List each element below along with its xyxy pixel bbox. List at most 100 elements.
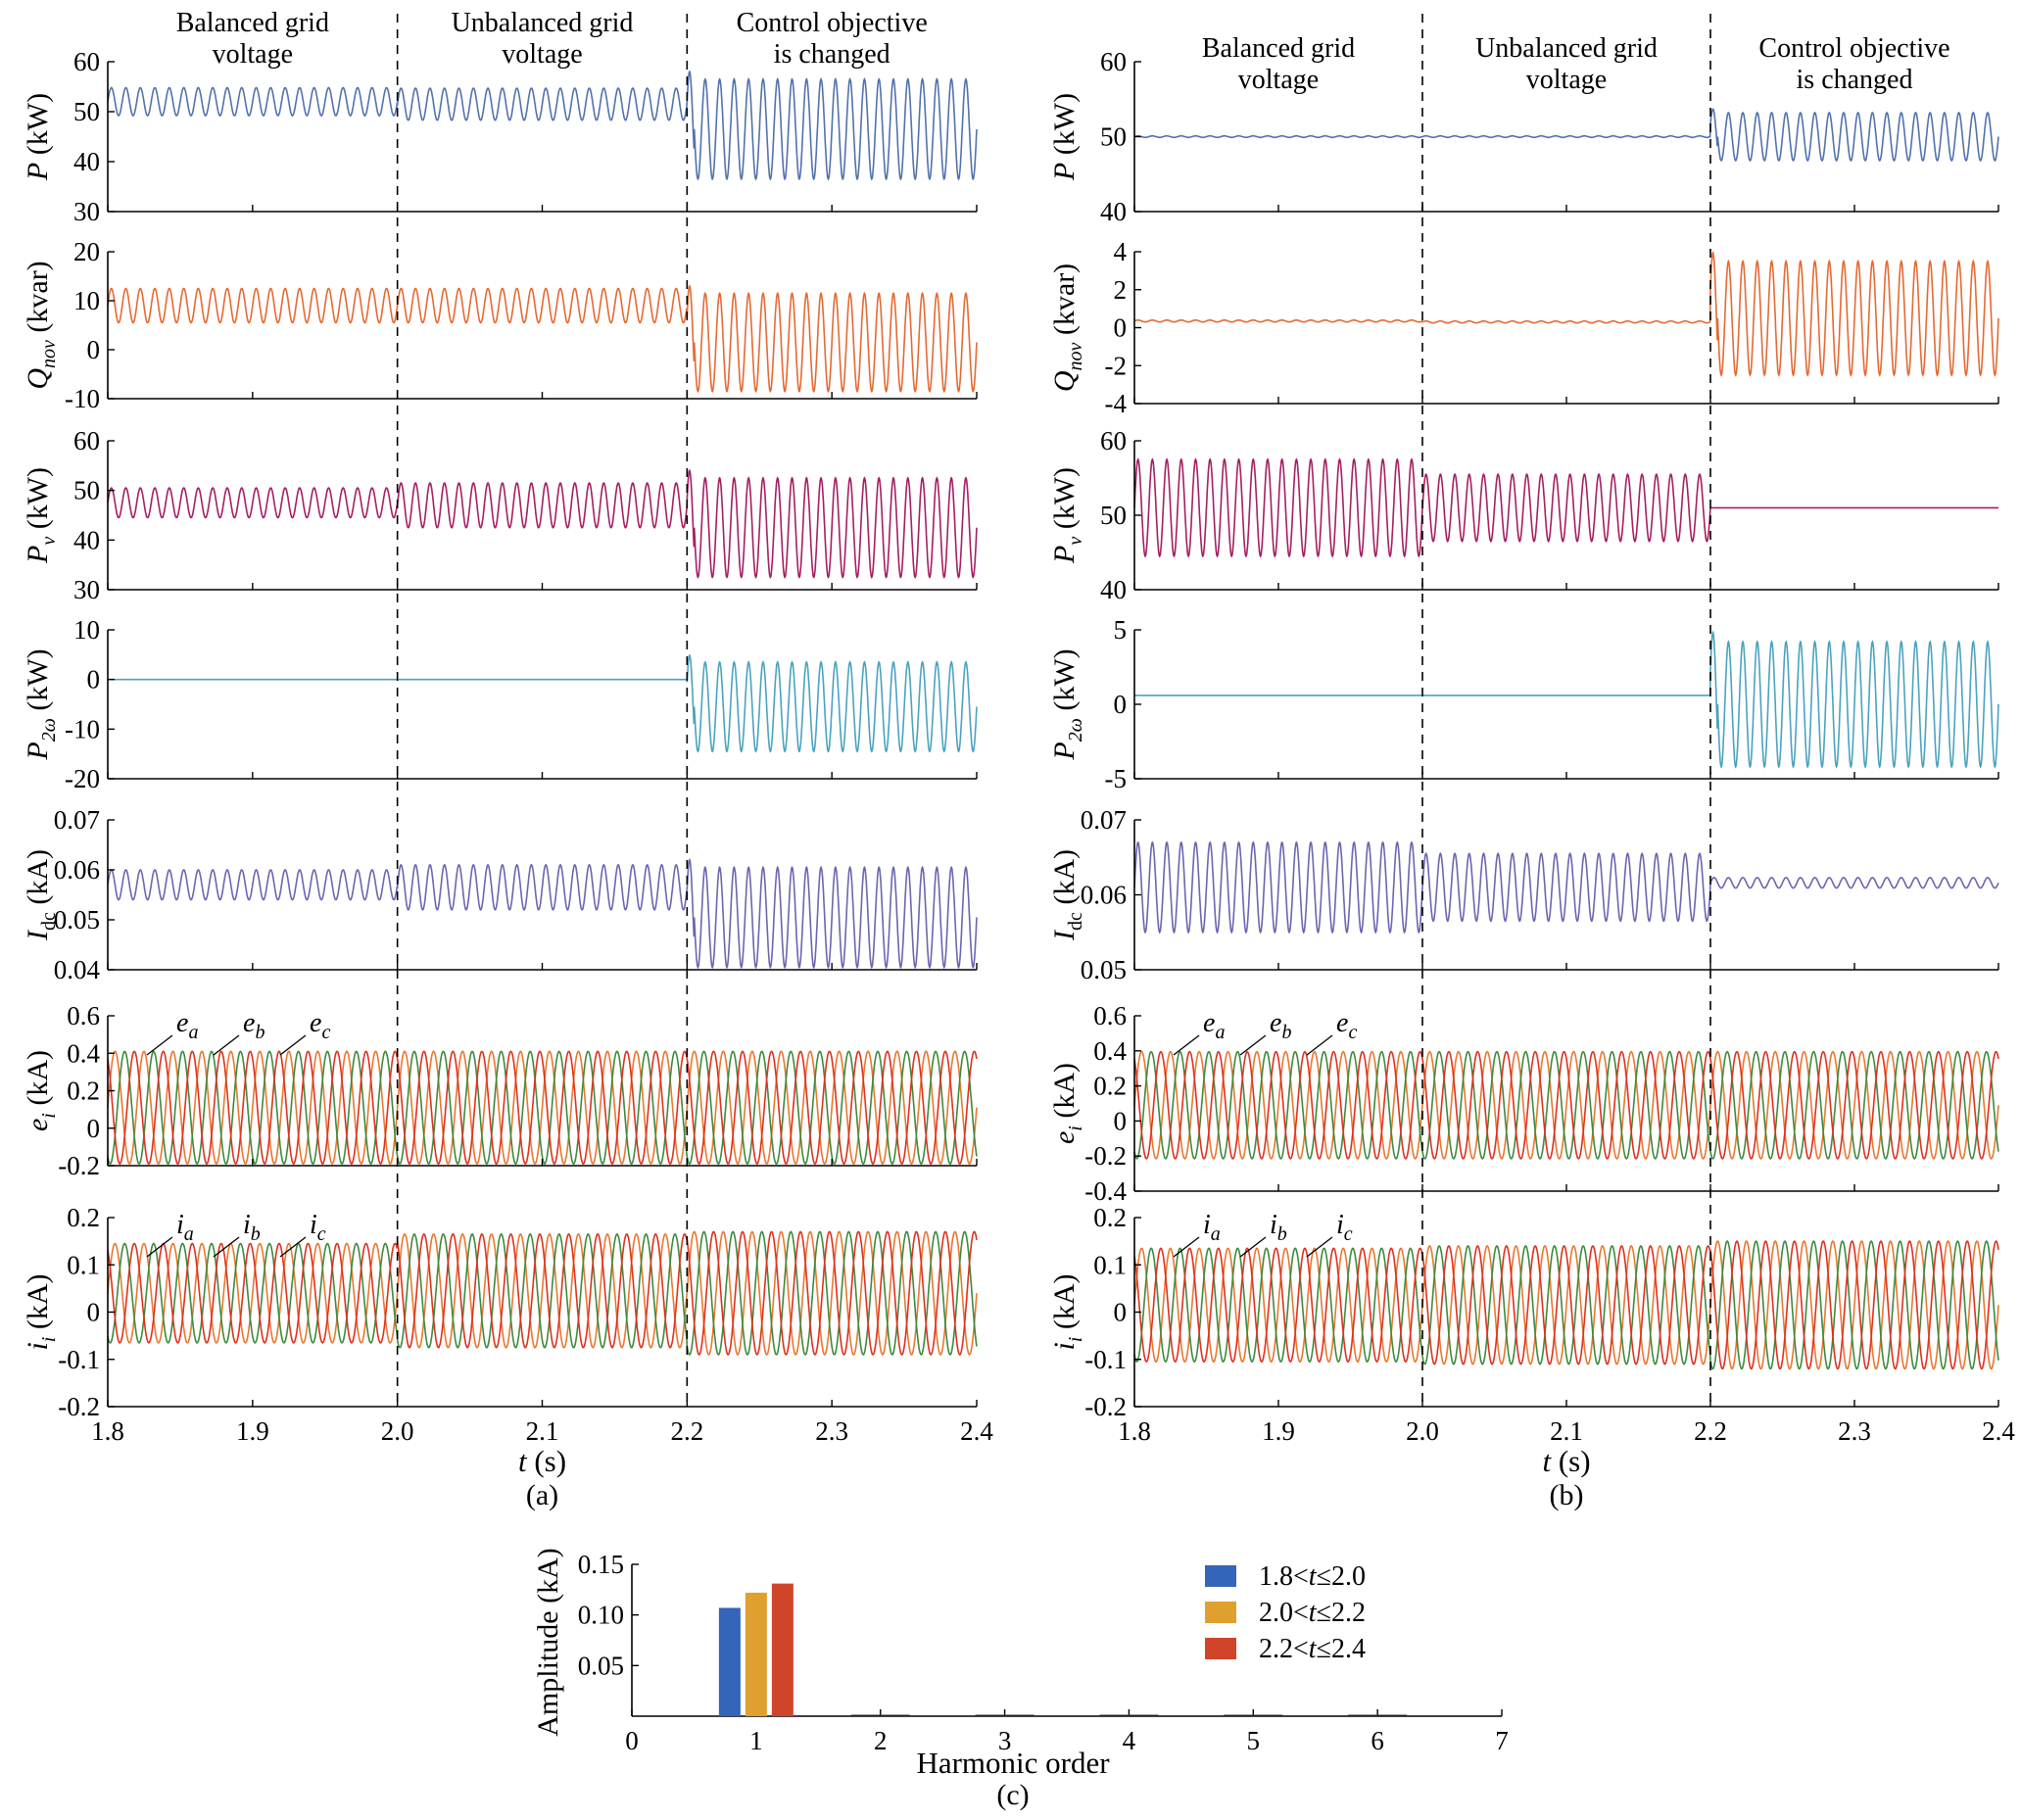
region-annotation: Control objective (737, 8, 928, 38)
y-tick-label: 10 (73, 286, 100, 315)
y-tick-label: 0 (1114, 690, 1128, 719)
y-tick-label: 40 (1100, 197, 1127, 226)
y-tick-label: -4 (1105, 389, 1128, 418)
text-span: t (1542, 1444, 1552, 1478)
x-tick-label: 7 (1495, 1726, 1509, 1755)
series-e-c (1133, 1050, 1999, 1160)
subplot-Qnov: -4 -2 0 2 4 Qnov (kvar) (1048, 237, 1999, 418)
y-axis-label: ii (kA) (1048, 1273, 1086, 1350)
region-annotation: voltage (502, 39, 582, 70)
text-span: v (1065, 537, 1086, 546)
y-tick-label: 0.04 (54, 955, 101, 984)
x-tick-label: 2.4 (960, 1416, 993, 1446)
y-tick-label: 0 (87, 335, 101, 364)
bar-2 (745, 1592, 767, 1716)
y-axis-label: ei (kA) (22, 1050, 60, 1131)
y-tick-label: -0.2 (1084, 1392, 1127, 1421)
y-tick-label: -0.1 (58, 1345, 100, 1374)
y-tick-label: 40 (73, 147, 100, 176)
y-tick-label: 0.07 (1081, 805, 1127, 835)
y-tick-label: 50 (1100, 122, 1127, 152)
bar-3 (771, 1583, 794, 1716)
text-span: (kvar) (1048, 263, 1081, 343)
text-span: b (255, 1022, 265, 1043)
text-span: i (1065, 1337, 1086, 1343)
phase-label: ib (243, 1210, 261, 1245)
x-tick-label: 2.3 (1838, 1416, 1871, 1446)
x-tick-label: 2 (874, 1726, 888, 1755)
y-axis-label: Qnov (kvar) (1048, 263, 1086, 392)
series-Qnov (1133, 251, 1999, 377)
y-tick-label: 0.4 (67, 1038, 100, 1068)
text-span: b (1281, 1022, 1291, 1043)
text-span: i (1065, 1126, 1086, 1131)
text-span: i (1270, 1210, 1277, 1240)
legend-label: 2.2<t≤2.4 (1259, 1634, 1366, 1664)
series-e-b (1133, 1050, 1999, 1160)
y-tick-label: 0.2 (1093, 1072, 1127, 1101)
phase-label: ia (176, 1210, 194, 1245)
phase-leader-line (146, 1236, 173, 1258)
subplot-e: -0.4-0.200.20.40.6ei (kA) (1048, 1001, 1999, 1206)
phase-label: eb (1270, 1008, 1291, 1043)
y-axis-label: P2ω (kW) (1048, 648, 1086, 760)
y-axis-label: P (kW) (1048, 93, 1081, 181)
y-tick-label: 50 (1100, 501, 1127, 530)
y-tick-label: 2 (1114, 275, 1128, 305)
text-span: I (1048, 929, 1081, 941)
panel-caption: (a) (526, 1479, 558, 1511)
y-tick-label: -20 (65, 764, 100, 793)
text-span: b (251, 1223, 261, 1245)
panel-caption: (c) (996, 1779, 1029, 1811)
phase-leader-line (1306, 1034, 1333, 1056)
y-axis-label: Pv (kW) (1048, 467, 1086, 564)
y-tick-label: 30 (73, 197, 100, 226)
series-Idc (1133, 840, 1999, 934)
subplot-Pv: 30 40 50 60 Pv (kW) (22, 426, 978, 604)
x-tick-label: 2.4 (1982, 1416, 2015, 1446)
text-span: Q (1048, 370, 1081, 392)
x-axis-label: t (s) (1542, 1444, 1590, 1478)
text-span: i (243, 1210, 251, 1240)
y-tick-label: 0.6 (1093, 1001, 1127, 1030)
y-tick-label: -5 (1105, 764, 1128, 793)
y-axis-label: Idc (kA) (22, 849, 60, 941)
y-tick-label: -0.2 (1084, 1141, 1127, 1171)
text-span: P (22, 163, 54, 181)
text-span: (kW) (1048, 648, 1081, 718)
text-span: i (310, 1210, 317, 1240)
y-axis-label: ii (kA) (22, 1273, 60, 1350)
text-span: (kA) (22, 849, 54, 912)
text-span: ≤2.2 (1317, 1598, 1366, 1628)
phase-label: ea (1203, 1008, 1225, 1043)
y-tick-label: -0.4 (1084, 1176, 1127, 1206)
region-annotation: is changed (1797, 65, 1913, 95)
phase-label: ib (1270, 1210, 1287, 1245)
series-Idc (107, 858, 978, 970)
x-tick-label: 1.8 (91, 1416, 124, 1446)
text-span: t (1309, 1598, 1318, 1628)
subplot-P2w: -20 -10 0 10 P2ω (kW) (22, 615, 978, 793)
text-span: e (176, 1008, 188, 1038)
y-tick-label: 0.10 (578, 1601, 624, 1630)
region-annotation: Control objective (1758, 33, 1949, 64)
text-span: i (176, 1210, 184, 1240)
x-axis-label: t (s) (518, 1444, 566, 1478)
x-tick-label: 0 (625, 1726, 639, 1755)
x-tick-label: 1.9 (1262, 1416, 1295, 1446)
y-axis-label: Pv (kW) (22, 467, 60, 564)
text-span: (kA) (1048, 1063, 1081, 1126)
y-tick-label: -0.2 (58, 1151, 100, 1180)
y-tick-label: 0.05 (578, 1651, 624, 1680)
legend-swatch (1205, 1602, 1236, 1623)
y-tick-label: -0.2 (58, 1392, 100, 1421)
legend-label: 1.8<t≤2.0 (1259, 1561, 1366, 1592)
phase-leader-line (146, 1034, 173, 1056)
phase-label: ia (1203, 1210, 1221, 1245)
subplot-Idc: 0.04 0.05 0.06 0.07 Idc (kA) (22, 805, 978, 984)
region-annotation: Unbalanced grid (452, 8, 634, 38)
subplot-i: -0.2-0.100.10.2ii (kA) (22, 1203, 978, 1421)
x-tick-label: 2.0 (1406, 1416, 1439, 1446)
x-tick-label: 4 (1123, 1726, 1136, 1755)
